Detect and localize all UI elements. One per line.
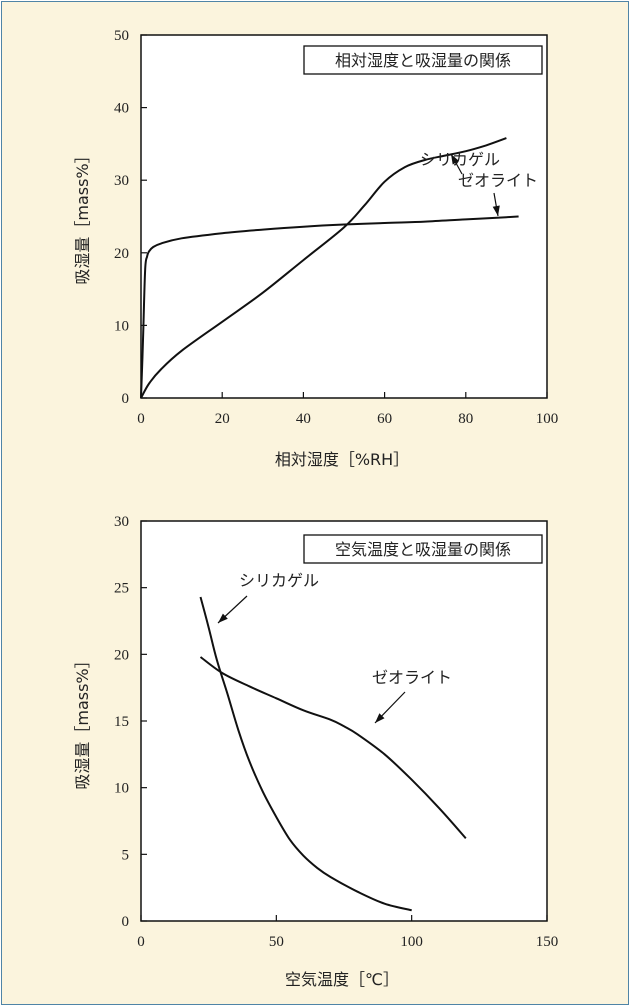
x-tick-label: 50: [269, 934, 284, 950]
x-tick-label: 60: [377, 411, 392, 427]
x-tick-label: 80: [458, 411, 473, 427]
plot-area: [140, 34, 548, 399]
plot-area: [140, 520, 548, 922]
series-line-silica-gel: [199, 596, 412, 912]
y-tick-label: 30: [114, 173, 129, 189]
y-tick-label: 10: [114, 318, 129, 334]
chart-title: 相対湿度と吸湿量の関係: [335, 51, 511, 70]
chart-humidity: 0 20 40 60 80 100 0 10 20 30 40 50 相対湿度と吸湿量の関係 相対湿度…: [73, 28, 558, 469]
y-tick-label: 40: [114, 101, 129, 117]
x-axis-label: 相対湿度［%RH］: [275, 450, 409, 469]
chart-title: 空気温度と吸湿量の関係: [335, 540, 511, 559]
x-tick-label: 20: [215, 411, 230, 427]
annotation-silica-gel: シリカゲル: [420, 150, 500, 169]
x-tick-label: 100: [400, 934, 423, 950]
title-box: [303, 45, 543, 75]
annotation-arrow-head: [218, 613, 228, 623]
x-tick-label: 0: [137, 411, 145, 427]
x-tick-label: 150: [536, 934, 559, 950]
x-axis-label: 空気温度［℃］: [285, 970, 399, 989]
annotation-zeolite: ゼオライト: [372, 668, 452, 687]
y-axis-label: 吸湿量［mass%］: [73, 652, 92, 789]
y-tick-label: 15: [114, 714, 129, 730]
chart-temperature: 0 50 100 150 0 5 10 15 20 25 30 空気温度と吸湿量の関係 空気温度［℃…: [73, 514, 558, 989]
annotation-arrow-head: [375, 713, 385, 723]
annotation-zeolite: ゼオライト: [458, 171, 538, 190]
y-tick-label: 50: [114, 28, 129, 44]
series-line-zeolite: [140, 215, 519, 399]
y-tick-label: 20: [114, 246, 129, 262]
y-tick-label: 0: [122, 914, 130, 930]
y-axis-label: 吸湿量［mass%］: [73, 147, 92, 284]
x-tick-label: 100: [536, 411, 559, 427]
y-tick-label: 10: [114, 781, 129, 797]
y-tick-label: 20: [114, 647, 129, 663]
annotation-arrow-head: [492, 205, 500, 216]
annotation-arrow-head: [451, 154, 459, 165]
y-tick-label: 30: [114, 514, 129, 530]
y-tick-label: 5: [122, 847, 130, 863]
y-tick-label: 0: [122, 391, 130, 407]
y-tick-label: 25: [114, 581, 129, 597]
annotation-silica-gel: シリカゲル: [239, 571, 319, 590]
x-tick-label: 40: [296, 411, 311, 427]
series-line-zeolite: [199, 656, 467, 839]
series-line-silica-gel: [140, 137, 507, 399]
x-tick-label: 0: [137, 934, 145, 950]
title-box: [303, 534, 543, 564]
